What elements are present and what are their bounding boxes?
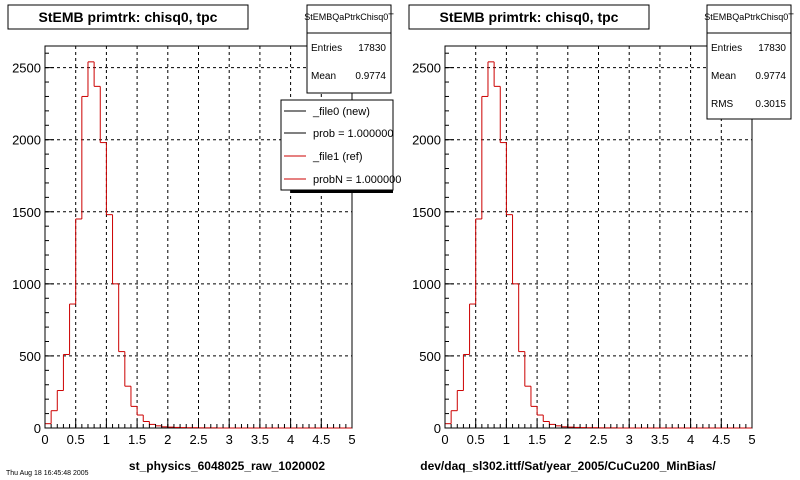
right-entries-label: Entries — [711, 43, 742, 54]
right-xtick-label-1: 0.5 — [467, 432, 485, 447]
left-grid — [45, 46, 352, 428]
right-xtick-label-4: 2 — [564, 432, 571, 447]
left-ytick-label-2: 1000 — [12, 277, 41, 292]
left-entries-value: 17830 — [358, 43, 386, 54]
left-entries-label: Entries — [311, 43, 342, 54]
left-xtick-label-8: 4 — [287, 432, 294, 447]
right-stats-name: StEMBQaPtrkChisq0T — [704, 12, 794, 22]
right-xtick-label-3: 1.5 — [528, 432, 546, 447]
left-legend: _file0 (new) prob = 1.000000 _file1 (ref… — [280, 99, 401, 193]
right-xtick-label-10: 5 — [748, 432, 755, 447]
right-xtick-label-0: 0 — [441, 432, 448, 447]
right-ytick-label-3: 1500 — [412, 205, 441, 220]
legend-label-prob: prob = 1.000000 — [313, 128, 393, 140]
left-xtick-label-9: 4.5 — [312, 432, 330, 447]
left-ytick-label-0: 0 — [34, 421, 41, 436]
right-y-ticks: 0 500 1000 1500 2000 2500 — [412, 52, 454, 436]
right-entries-value: 17830 — [758, 43, 786, 54]
legend-label-new: _file0 (new) — [312, 106, 370, 118]
left-xtick-label-10: 5 — [348, 432, 355, 447]
right-ytick-label-2: 1000 — [412, 277, 441, 292]
left-xtick-label-1: 0.5 — [67, 432, 85, 447]
right-xtick-label-5: 2.5 — [589, 432, 607, 447]
left-mean-label: Mean — [311, 71, 336, 82]
left-xtick-label-3: 1.5 — [128, 432, 146, 447]
left-legend-shadow — [291, 190, 393, 193]
left-mean-value: 0.9774 — [355, 71, 386, 82]
right-mean-label: Mean — [711, 71, 736, 82]
left-xtick-label-5: 2.5 — [189, 432, 207, 447]
left-xtick-label-2: 1 — [103, 432, 110, 447]
legend-label-ref: _file1 (ref) — [312, 151, 363, 163]
footer-timestamp: Thu Aug 18 16:45:48 2005 — [6, 470, 89, 477]
right-stats-frame — [706, 4, 792, 120]
right-rms-label: RMS — [711, 99, 734, 110]
left-title: StEMB primtrk: chisq0, tpc — [39, 9, 218, 25]
right-xtick-label-7: 3.5 — [651, 432, 669, 447]
left-title-box: StEMB primtrk: chisq0, tpc — [7, 4, 249, 30]
right-xtick-label-2: 1 — [503, 432, 510, 447]
left-x-ticks: 0 0.5 1 1.5 2 2.5 3 3.5 4 4.5 5 — [41, 419, 356, 447]
left-xtick-label-6: 3 — [226, 432, 233, 447]
right-mean-value: 0.9774 — [755, 71, 786, 82]
left-ytick-label-4: 2000 — [12, 133, 41, 148]
right-xtick-label-9: 4.5 — [712, 432, 730, 447]
left-legend-frame — [280, 99, 394, 191]
right-plot-area: 0 0.5 1 1.5 2 2.5 3 3.5 4 4.5 5 0 500 1000 1500 2000 25… — [412, 45, 756, 447]
left-xtick-label-4: 2 — [164, 432, 171, 447]
left-xtick-label-7: 3.5 — [251, 432, 269, 447]
legend-label-probn: probN = 1.000000 — [313, 174, 401, 186]
right-x-axis-label: dev/daq_sl302.ittf/Sat/year_2005/CuCu200… — [420, 459, 716, 473]
right-ytick-label-1: 500 — [419, 349, 441, 364]
right-x-ticks: 0 0.5 1 1.5 2 2.5 3 3.5 4 4.5 5 — [441, 419, 756, 447]
left-stats-frame — [306, 4, 392, 94]
right-title: StEMB primtrk: chisq0, tpc — [440, 9, 619, 25]
right-histogram — [444, 61, 752, 429]
right-xtick-label-8: 4 — [687, 432, 694, 447]
right-xtick-label-6: 3 — [626, 432, 633, 447]
right-rms-value: 0.3015 — [755, 99, 786, 110]
left-x-axis-label: st_physics_6048025_raw_1020002 — [129, 459, 325, 473]
left-ytick-label-5: 2500 — [12, 61, 41, 76]
left-ytick-label-1: 500 — [19, 349, 41, 364]
left-stats-name: StEMBQaPtrkChisq0T — [304, 12, 394, 22]
right-pad: StEMB primtrk: chisq0, tpc 0 0.5 1 1.5 2 2.5 3… — [408, 4, 794, 473]
right-ytick-label-5: 2500 — [412, 61, 441, 76]
right-ytick-label-0: 0 — [434, 421, 441, 436]
left-stats-box: StEMBQaPtrkChisq0T Entries 17830 Mean 0.… — [304, 4, 394, 94]
left-title-frame — [7, 4, 249, 30]
left-ytick-label-3: 1500 — [12, 205, 41, 220]
left-xtick-label-0: 0 — [41, 432, 48, 447]
right-title-frame — [408, 4, 650, 30]
right-ytick-label-4: 2000 — [412, 133, 441, 148]
left-y-ticks: 0 500 1000 1500 2000 2500 — [12, 52, 54, 436]
right-title-box: StEMB primtrk: chisq0, tpc — [408, 4, 650, 30]
right-stats-box: StEMBQaPtrkChisq0T Entries 17830 Mean 0.… — [704, 4, 794, 120]
left-pad: StEMB primtrk: chisq0, tpc 0 0.5 1 1.5 2 2.5 3… — [6, 4, 401, 477]
right-grid — [445, 46, 752, 428]
